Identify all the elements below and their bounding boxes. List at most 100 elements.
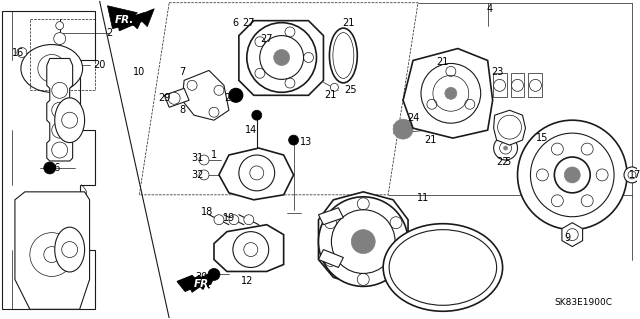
Circle shape — [44, 162, 56, 174]
Polygon shape — [319, 249, 343, 268]
Polygon shape — [319, 208, 343, 225]
Circle shape — [244, 215, 254, 225]
Circle shape — [393, 119, 413, 139]
Circle shape — [351, 230, 375, 254]
Circle shape — [240, 44, 254, 57]
Text: FR.: FR. — [186, 279, 207, 289]
Text: SK83E1900C: SK83E1900C — [554, 298, 612, 307]
Polygon shape — [187, 271, 217, 293]
Text: 24: 24 — [407, 113, 419, 123]
Text: 7: 7 — [179, 67, 185, 78]
Circle shape — [247, 23, 317, 92]
Bar — [511, 73, 525, 97]
Circle shape — [239, 155, 275, 191]
Polygon shape — [319, 192, 408, 285]
Polygon shape — [493, 110, 525, 145]
Circle shape — [421, 63, 481, 123]
Circle shape — [52, 82, 68, 98]
Circle shape — [199, 170, 209, 180]
Text: 11: 11 — [417, 193, 429, 203]
Ellipse shape — [389, 230, 497, 305]
Text: 2: 2 — [106, 28, 113, 38]
Circle shape — [187, 80, 197, 90]
Polygon shape — [562, 223, 582, 247]
Text: 16: 16 — [12, 48, 24, 57]
Polygon shape — [403, 48, 493, 138]
Circle shape — [260, 36, 303, 79]
Text: 21: 21 — [342, 18, 355, 28]
Circle shape — [531, 133, 614, 217]
Circle shape — [319, 197, 408, 286]
Circle shape — [250, 26, 260, 36]
Circle shape — [289, 135, 299, 145]
Text: 5: 5 — [504, 157, 511, 167]
Ellipse shape — [423, 67, 443, 113]
Circle shape — [243, 32, 251, 40]
Circle shape — [56, 22, 64, 30]
Text: 17: 17 — [628, 170, 640, 180]
Circle shape — [579, 140, 595, 156]
Text: 21: 21 — [324, 90, 337, 100]
Text: 14: 14 — [244, 125, 257, 135]
Text: 31: 31 — [191, 153, 203, 163]
Circle shape — [433, 75, 468, 111]
Circle shape — [330, 83, 339, 91]
Circle shape — [518, 120, 627, 230]
Text: 26: 26 — [49, 163, 61, 173]
Circle shape — [511, 79, 524, 91]
Circle shape — [54, 33, 66, 45]
Polygon shape — [214, 225, 284, 271]
Circle shape — [52, 142, 68, 158]
Ellipse shape — [55, 227, 84, 272]
Circle shape — [208, 269, 220, 280]
Text: FR.: FR. — [121, 18, 141, 28]
Polygon shape — [239, 21, 323, 95]
Bar — [493, 73, 507, 97]
Text: 27: 27 — [260, 33, 273, 44]
Text: 8: 8 — [179, 105, 185, 115]
Text: 28: 28 — [225, 93, 237, 103]
Text: FR.: FR. — [115, 15, 134, 25]
Text: 10: 10 — [133, 67, 145, 78]
Circle shape — [250, 166, 264, 180]
Circle shape — [233, 232, 269, 268]
Text: 9: 9 — [564, 233, 570, 243]
Polygon shape — [182, 70, 229, 120]
Text: 32: 32 — [191, 170, 204, 180]
Circle shape — [229, 215, 239, 225]
Text: 12: 12 — [241, 277, 253, 286]
Ellipse shape — [445, 65, 461, 99]
Circle shape — [199, 155, 209, 165]
Circle shape — [529, 79, 541, 91]
Circle shape — [628, 171, 636, 179]
Circle shape — [504, 146, 508, 150]
Circle shape — [252, 110, 262, 120]
Circle shape — [498, 115, 522, 139]
Text: 23: 23 — [492, 67, 504, 78]
Ellipse shape — [442, 62, 464, 103]
Circle shape — [554, 157, 590, 193]
Ellipse shape — [333, 33, 354, 78]
Circle shape — [214, 85, 224, 95]
Ellipse shape — [419, 63, 447, 118]
Circle shape — [493, 136, 518, 160]
Polygon shape — [15, 192, 90, 309]
Circle shape — [229, 88, 243, 102]
Text: 15: 15 — [536, 133, 548, 143]
Polygon shape — [219, 148, 294, 200]
Text: 20: 20 — [93, 60, 106, 70]
Circle shape — [209, 107, 219, 117]
Circle shape — [52, 122, 68, 138]
Circle shape — [52, 102, 68, 118]
Polygon shape — [2, 11, 95, 309]
Circle shape — [566, 229, 578, 241]
Text: 19: 19 — [223, 213, 235, 223]
Text: 21: 21 — [424, 135, 436, 145]
Polygon shape — [108, 6, 154, 29]
Circle shape — [244, 243, 258, 256]
Text: 30: 30 — [195, 272, 207, 282]
Text: 21: 21 — [436, 57, 449, 67]
Text: FR.: FR. — [193, 279, 212, 289]
Circle shape — [445, 87, 457, 99]
Polygon shape — [115, 9, 144, 31]
